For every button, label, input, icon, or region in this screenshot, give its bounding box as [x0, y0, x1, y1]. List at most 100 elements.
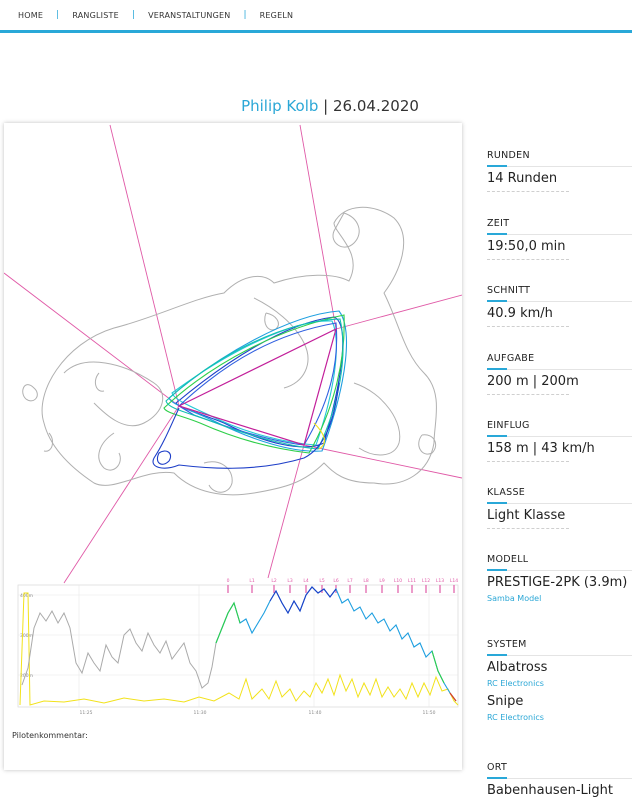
- schnitt-label: SCHNITT: [487, 285, 531, 296]
- label-rule: [487, 435, 632, 437]
- altitude-line-green-segment: [215, 601, 241, 644]
- y-tick-labels: 400m 300m 200m: [20, 593, 33, 679]
- altitude-line-landing-segment: [449, 692, 457, 702]
- system-label: SYSTEM: [487, 639, 527, 650]
- info-ort: ORT Babenhausen-Light: [487, 762, 632, 798]
- y-tick-label: 300m: [20, 633, 33, 639]
- lap-marker-label: L7: [347, 578, 353, 584]
- lap-marker-label: L13: [436, 578, 444, 584]
- y-tick-label: 200m: [20, 673, 33, 679]
- top-nav: HOME | RANGLISTE | VERANSTALTUNGEN | REG…: [0, 0, 632, 30]
- label-rule: [487, 502, 632, 504]
- lap-marker-label: 0: [227, 578, 230, 584]
- system-item-manufacturer-link[interactable]: RC Electronics: [487, 713, 544, 722]
- accent-bar: [0, 30, 632, 33]
- speed-line: [19, 592, 459, 706]
- info-einflug: EINFLUG 158 m | 43 km/h: [487, 420, 632, 462]
- system-item-name: Snipe: [487, 694, 524, 709]
- flight-laps: [152, 310, 347, 469]
- nav-regeln-link[interactable]: REGELN: [259, 10, 294, 20]
- lap-marker-label: L9: [379, 578, 385, 584]
- system-item-manufacturer-link[interactable]: RC Electronics: [487, 679, 544, 688]
- x-tick-label: 11:50: [423, 710, 436, 716]
- title-separator: |: [323, 97, 329, 115]
- pilot-name-link[interactable]: Philip Kolb: [241, 97, 319, 115]
- altitude-speed-chart: 0 L1 L2 L3 L4 L5 L6 L7 L8 L9 L10 L11 L12…: [17, 578, 459, 716]
- nav-home-link[interactable]: HOME: [18, 10, 44, 20]
- thermal-track: [22, 206, 437, 496]
- ort-label: ORT: [487, 762, 508, 773]
- pilot-comment-label: Pilotenkommentar:: [12, 731, 88, 740]
- label-rule: [487, 300, 632, 302]
- lap-marker-label: L5: [319, 578, 325, 584]
- nav-veranstaltungen-link[interactable]: VERANSTALTUNGEN: [148, 10, 231, 20]
- task-triangle: [177, 327, 337, 446]
- x-tick-label: 11:30: [194, 710, 207, 716]
- label-rule: [487, 165, 632, 167]
- lap-marker-label: L10: [394, 578, 402, 584]
- klasse-value: Light Klasse: [487, 508, 566, 523]
- nav-separator: |: [56, 10, 60, 20]
- x-tick-label: 11:25: [80, 710, 93, 716]
- label-rule: [487, 777, 632, 779]
- schnitt-value: 40.9 km/h: [487, 306, 553, 321]
- info-klasse: KLASSE Light Klasse: [487, 487, 632, 529]
- altitude-line-gray: [21, 609, 217, 689]
- page-title: Philip Kolb | 26.04.2020: [0, 97, 632, 115]
- lap-marker-ticks: [227, 585, 455, 593]
- flight-card: 0 L1 L2 L3 L4 L5 L6 L7 L8 L9 L10 L11 L12…: [4, 123, 462, 770]
- value-rule: [487, 461, 569, 462]
- lap-marker-label: L4: [303, 578, 309, 584]
- aufgabe-value: 200 m | 200m: [487, 374, 579, 389]
- nav-separator: |: [243, 10, 247, 20]
- info-modell: MODELL PRESTIGE-2PK (3.9m) Samba Model: [487, 554, 632, 603]
- label-rule: [487, 233, 632, 235]
- info-zeit: ZEIT 19:50,0 min: [487, 218, 632, 260]
- info-runden: RUNDEN 14 Runden: [487, 150, 632, 192]
- lap-marker-label: L1: [249, 578, 255, 584]
- modell-manufacturer-link[interactable]: Samba Model: [487, 594, 542, 603]
- zeit-value: 19:50,0 min: [487, 239, 566, 254]
- einflug-value: 158 m | 43 km/h: [487, 441, 595, 456]
- info-system: SYSTEM Albatross RC Electronics Snipe RC…: [487, 639, 632, 722]
- y-tick-label: 400m: [20, 593, 33, 599]
- lap-marker-label: L6: [333, 578, 339, 584]
- task-sector-lines: [4, 124, 462, 584]
- system-item-name: Albatross: [487, 660, 548, 675]
- flight-date: 26.04.2020: [333, 97, 419, 115]
- value-rule: [487, 191, 569, 192]
- nav-separator: |: [131, 10, 136, 20]
- label-rule: [487, 654, 632, 656]
- lap-marker-label: L8: [363, 578, 369, 584]
- ort-value: Babenhausen-Light: [487, 783, 613, 798]
- nav-rangliste-link[interactable]: RANGLISTE: [72, 10, 119, 20]
- lap-marker-label: L2: [271, 578, 277, 584]
- label-rule: [487, 569, 632, 571]
- label-rule: [487, 368, 632, 370]
- altitude-line-end-segment: [431, 650, 445, 684]
- altitude-line-blue-segment: [269, 586, 337, 615]
- modell-label: MODELL: [487, 554, 529, 565]
- info-schnitt: SCHNITT 40.9 km/h: [487, 285, 632, 327]
- value-rule: [487, 394, 569, 395]
- chart-frame: [17, 584, 459, 708]
- x-tick-labels: 11:25 11:30 11:40 11:50: [80, 710, 436, 716]
- lap-marker-labels: 0 L1 L2 L3 L4 L5 L6 L7 L8 L9 L10 L11 L12…: [227, 578, 459, 584]
- runden-label: RUNDEN: [487, 150, 530, 161]
- aufgabe-label: AUFGABE: [487, 353, 535, 364]
- value-rule: [487, 259, 569, 260]
- lap-marker-label: L14: [450, 578, 458, 584]
- einflug-label: EINFLUG: [487, 420, 530, 431]
- runden-value: 14 Runden: [487, 171, 558, 186]
- value-rule: [487, 326, 569, 327]
- klasse-label: KLASSE: [487, 487, 526, 498]
- info-aufgabe: AUFGABE 200 m | 200m: [487, 353, 632, 395]
- flight-map[interactable]: 0 L1 L2 L3 L4 L5 L6 L7 L8 L9 L10 L11 L12…: [4, 123, 462, 723]
- modell-value: PRESTIGE-2PK (3.9m): [487, 575, 628, 590]
- value-rule: [487, 528, 569, 529]
- lap-marker-label: L12: [422, 578, 430, 584]
- lap-marker-label: L11: [408, 578, 416, 584]
- lap-marker-label: L3: [287, 578, 293, 584]
- zeit-label: ZEIT: [487, 218, 510, 229]
- x-tick-label: 11:40: [309, 710, 322, 716]
